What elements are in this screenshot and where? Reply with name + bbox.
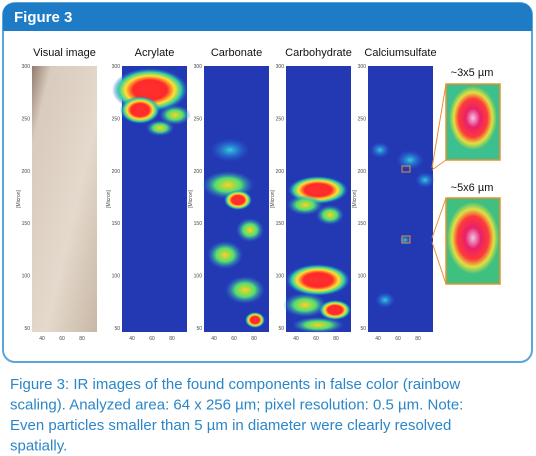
- x-tick-label: 60: [231, 336, 237, 342]
- intensity-region: [415, 172, 435, 188]
- particle: [449, 86, 497, 150]
- inset-label: ~3x5 µm: [451, 67, 494, 79]
- y-tick-label: 50: [196, 326, 202, 332]
- y-tick-label: 150: [276, 221, 285, 227]
- y-tick-label: 100: [112, 274, 121, 280]
- panel-image: [368, 66, 433, 332]
- intensity-region: [286, 264, 350, 296]
- intensity-region: [375, 292, 395, 308]
- x-tick-label: 60: [149, 336, 155, 342]
- y-tick-label: 50: [114, 326, 120, 332]
- insets: ~3x5 µm ~5x6 µm: [401, 67, 501, 285]
- y-axis-label: [Micron]: [352, 189, 358, 207]
- intensity-region: [146, 120, 174, 136]
- y-tick-label: 50: [360, 326, 366, 332]
- caption-line: Figure 3: IR images of the found compone…: [10, 376, 460, 393]
- caption-line: Even particles smaller than 5 µm in diam…: [10, 417, 451, 434]
- intensity-region: [159, 105, 191, 125]
- caption-line: spatially.: [10, 438, 67, 455]
- intensity-region: [120, 96, 160, 124]
- x-tick-label: 80: [415, 336, 421, 342]
- y-tick-label: 50: [278, 326, 284, 332]
- connector: [431, 159, 447, 171]
- x-tick-label: 80: [169, 336, 175, 342]
- caption-line: scaling). Analyzed area: 64 x 256 µm; pi…: [10, 397, 463, 414]
- x-tick-label: 40: [211, 336, 217, 342]
- y-tick-label: 150: [358, 221, 367, 227]
- panel-shade: [368, 66, 433, 332]
- x-tick-label: 40: [129, 336, 135, 342]
- y-tick-label: 200: [194, 169, 203, 175]
- x-tick-label: 60: [313, 336, 319, 342]
- panel-image: [32, 66, 97, 332]
- intensity-region: [236, 218, 264, 242]
- panel-label: Acrylate: [135, 47, 175, 59]
- intensity-region: [207, 241, 243, 269]
- x-tick-label: 80: [251, 336, 257, 342]
- y-tick-label: 300: [276, 64, 285, 70]
- x-tick-label: 80: [333, 336, 339, 342]
- intensity-region: [287, 195, 323, 215]
- connector: [431, 241, 447, 285]
- x-tick-label: 40: [39, 336, 45, 342]
- y-tick-label: 100: [22, 274, 31, 280]
- y-tick-label: 250: [276, 116, 285, 122]
- x-tick-label: 60: [395, 336, 401, 342]
- y-tick-label: 150: [22, 221, 31, 227]
- panel-label: Visual image: [33, 47, 96, 59]
- y-axis-label: [Micron]: [106, 189, 112, 207]
- intensity-region: [370, 142, 390, 158]
- y-axis-label: [Micron]: [270, 189, 276, 207]
- header-title: Figure 3: [14, 9, 72, 26]
- intensity-region: [283, 293, 327, 317]
- intensity-region: [316, 205, 344, 225]
- y-tick-label: 200: [112, 169, 121, 175]
- y-tick-label: 200: [22, 169, 31, 175]
- y-tick-label: 250: [22, 116, 31, 122]
- intensity-region: [245, 312, 265, 328]
- marker: [401, 165, 411, 173]
- y-tick-label: 300: [358, 64, 367, 70]
- y-tick-label: 250: [112, 116, 121, 122]
- header-bar: [3, 3, 532, 31]
- intensity-region: [224, 190, 252, 210]
- y-tick-label: 150: [112, 221, 121, 227]
- connector: [431, 197, 447, 239]
- marker: [401, 235, 411, 244]
- y-axis-label: [Micron]: [188, 189, 194, 207]
- y-tick-label: 150: [194, 221, 203, 227]
- x-tick-label: 40: [293, 336, 299, 342]
- y-tick-label: 50: [24, 326, 30, 332]
- y-tick-label: 250: [194, 116, 203, 122]
- y-tick-label: 300: [194, 64, 203, 70]
- intensity-region: [292, 317, 344, 333]
- y-tick-label: 100: [358, 274, 367, 280]
- panel-label: Carbohydrate: [285, 47, 352, 59]
- y-tick-label: 300: [22, 64, 31, 70]
- x-tick-label: 80: [79, 336, 85, 342]
- y-tick-label: 200: [358, 169, 367, 175]
- y-tick-label: 250: [358, 116, 367, 122]
- panel-label: Calciumsulfate: [364, 47, 436, 59]
- y-tick-label: 300: [112, 64, 121, 70]
- intensity-region: [210, 138, 250, 162]
- intensity-region: [225, 276, 265, 304]
- y-tick-label: 100: [276, 274, 285, 280]
- x-tick-label: 60: [59, 336, 65, 342]
- y-tick-label: 200: [276, 169, 285, 175]
- intensity-region: [319, 300, 351, 320]
- y-axis-label: [Micron]: [16, 189, 22, 207]
- panel-label: Carbonate: [211, 47, 262, 59]
- intensity-region: [396, 150, 424, 170]
- y-tick-label: 100: [194, 274, 203, 280]
- x-tick-label: 40: [375, 336, 381, 342]
- inset-label: ~5x6 µm: [451, 182, 494, 194]
- particle: [447, 202, 499, 274]
- connector: [431, 83, 447, 169]
